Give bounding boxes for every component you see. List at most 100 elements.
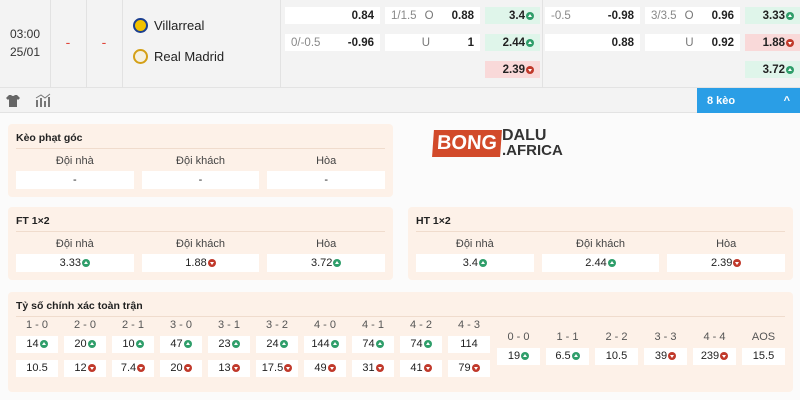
arrow-up-icon	[786, 11, 794, 20]
score-odds[interactable]: 10.5	[16, 360, 58, 377]
ft-odds-value[interactable]: 3.72	[267, 254, 386, 272]
score-odds[interactable]: 114	[448, 336, 490, 353]
score-odds[interactable]: 74	[400, 336, 442, 353]
odds-text: 10.5	[605, 350, 628, 362]
odds-text: 10.5	[26, 362, 48, 374]
odds-text: 39	[654, 350, 668, 362]
arrow-up-icon	[231, 340, 240, 349]
score-odds[interactable]: 17.5	[256, 360, 298, 377]
score-column: 2 - 1 10 7.4	[112, 317, 154, 377]
ht-hdp-away[interactable]: 0.88	[545, 34, 640, 51]
score-odds[interactable]: 239	[693, 348, 736, 365]
arrow-up-icon	[571, 352, 580, 361]
arrow-up-icon	[82, 259, 91, 268]
ht-odds-value[interactable]: 2.44	[541, 254, 660, 272]
score-odds[interactable]: 6.5	[546, 348, 589, 365]
score-label: 4 - 3	[457, 319, 480, 331]
ht-odds-value[interactable]: 2.39	[667, 254, 786, 272]
ht-1x2-away[interactable]: 1.88	[745, 34, 800, 51]
score-odds[interactable]: 49	[304, 360, 346, 377]
score-odds[interactable]: 12	[64, 360, 106, 377]
corner-away-value[interactable]: -	[141, 171, 260, 189]
score-column: 4 - 3 114 79	[448, 317, 490, 377]
arrow-down-icon	[207, 259, 216, 268]
arrow-up-icon	[183, 340, 192, 349]
ft-1x2-draw[interactable]: 2.39	[485, 61, 540, 78]
odds-text: 49	[314, 362, 327, 374]
odds-text: 79	[458, 362, 471, 374]
home-team[interactable]: Villarreal	[133, 18, 204, 33]
shirt-icon[interactable]	[6, 94, 20, 107]
score-odds[interactable]: 41	[400, 360, 442, 377]
ht-odds-value[interactable]: 3.4	[416, 254, 534, 272]
ft-ou-over[interactable]: 1/1.5 O 0.88	[385, 7, 480, 24]
score-odds[interactable]: 15.5	[742, 348, 785, 365]
score-label: 4 - 2	[409, 319, 432, 331]
divider	[122, 0, 123, 88]
ft-odds-value[interactable]: 3.33	[16, 254, 134, 272]
arrow-up-icon	[375, 340, 384, 349]
score-label: 1 - 0	[25, 319, 48, 331]
match-row: 03:00 25/01 - - Villarreal Real Madrid 0.…	[0, 0, 800, 88]
score-odds[interactable]: 39	[644, 348, 687, 365]
ft-hdp-home[interactable]: 0.84	[285, 7, 380, 24]
more-odds-button[interactable]: 8 kèo ^	[697, 88, 800, 113]
arrow-down-icon	[786, 38, 794, 47]
score-odds[interactable]: 20	[64, 336, 106, 353]
ht-ou-over[interactable]: 3/3.5 O 0.96	[645, 7, 740, 24]
card-title: HT 1×2	[416, 215, 785, 232]
odds-text: 10	[122, 338, 135, 350]
arrow-up-icon	[526, 11, 534, 20]
score-odds[interactable]: 13	[208, 360, 250, 377]
score-odds[interactable]: 7.4	[112, 360, 154, 377]
arrow-down-icon	[733, 259, 742, 268]
more-odds-label: 8 kèo	[707, 94, 736, 107]
label: Đội nhà	[455, 238, 494, 250]
score-odds[interactable]: 14	[16, 336, 58, 353]
arrow-down-icon	[668, 352, 677, 361]
label: Hòa	[716, 238, 737, 250]
score-odds[interactable]: 10	[112, 336, 154, 353]
arrow-up-icon	[478, 259, 487, 268]
score-odds[interactable]: 74	[352, 336, 394, 353]
score-odds[interactable]: 31	[352, 360, 394, 377]
odds-text: 7.4	[120, 362, 137, 374]
score-column: 1 - 0 14 10.5	[16, 317, 58, 377]
score-label: AOS	[751, 331, 776, 343]
score-odds[interactable]: 47	[160, 336, 202, 353]
ft-1x2-home[interactable]: 3.4	[485, 7, 540, 24]
score-odds[interactable]: 23	[208, 336, 250, 353]
ht-1x2-draw[interactable]: 3.72	[745, 61, 800, 78]
ft-odds-value[interactable]: 1.88	[141, 254, 260, 272]
score-label: 3 - 2	[265, 319, 288, 331]
arrow-down-icon	[183, 364, 192, 373]
score-odds[interactable]: 10.5	[595, 348, 638, 365]
corner-home-value[interactable]: -	[16, 171, 134, 189]
ht-1x2-home[interactable]: 3.33	[745, 7, 800, 24]
odds-text: 114	[460, 338, 478, 350]
odds-text: 14	[26, 338, 39, 350]
score-odds[interactable]: 24	[256, 336, 298, 353]
ft-hdp-away[interactable]: 0/-0.5 -0.96	[285, 34, 380, 51]
arrow-up-icon	[333, 259, 342, 268]
score-column: 0 - 0 19	[497, 329, 540, 377]
score-label: 0 - 0	[507, 331, 530, 343]
score-odds[interactable]: 144	[304, 336, 346, 353]
ft-1x2-away[interactable]: 2.44	[485, 34, 540, 51]
odds-text: 19	[507, 350, 521, 362]
stats-icon[interactable]	[35, 93, 51, 107]
card-title: Tỷ số chính xác toàn trận	[16, 300, 785, 317]
arrow-up-icon	[135, 340, 144, 349]
odds-text: 2.39	[710, 257, 733, 269]
score-odds[interactable]: 79	[448, 360, 490, 377]
ht-hdp-home[interactable]: -0.5 -0.98	[545, 7, 640, 24]
score-odds[interactable]: 19	[497, 348, 540, 365]
ht-1x2-card: HT 1×2 Đội nhà 3.4 Đội khách 2.44 Hòa 2.39	[408, 207, 793, 280]
score-odds[interactable]: 20	[160, 360, 202, 377]
away-team[interactable]: Real Madrid	[133, 49, 224, 64]
ht-ou-under[interactable]: U 0.92	[645, 34, 740, 51]
corner-draw-value[interactable]: -	[267, 171, 386, 189]
odds-text: 2.44	[585, 257, 607, 269]
away-team-name: Real Madrid	[154, 49, 225, 64]
